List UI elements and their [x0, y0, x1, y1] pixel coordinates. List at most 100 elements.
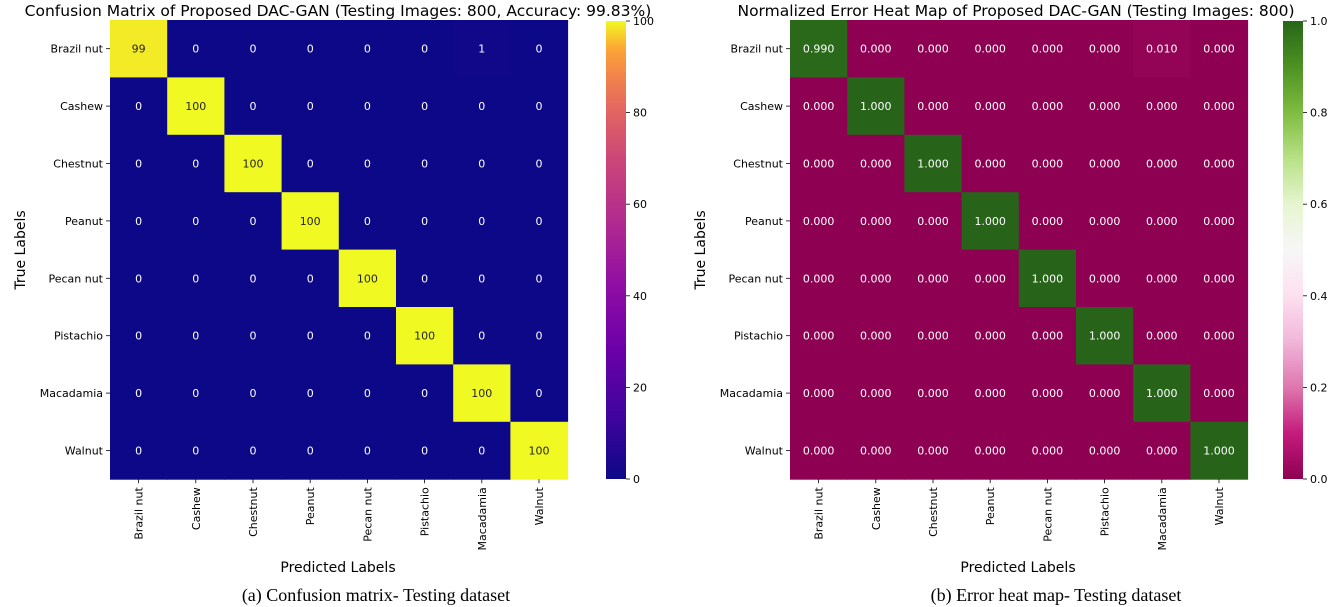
x-tick-label: Cashew — [870, 487, 883, 530]
cell-value-label: 100 — [300, 215, 321, 228]
heatmap-cell — [110, 134, 168, 193]
cell-value-label: 100 — [357, 272, 378, 285]
heatmap-cell — [1133, 364, 1191, 423]
y-axis-label: True Labels — [13, 210, 29, 290]
cell-value-label: 1.000 — [1203, 445, 1235, 458]
cell-value-label: 0.000 — [803, 387, 835, 400]
y-tick-label: Cashew — [740, 100, 783, 113]
colorbar-tick-label: 0.2 — [1310, 381, 1328, 394]
cell-value-label: 0.000 — [917, 387, 949, 400]
cell-value-label: 0 — [421, 272, 428, 285]
heatmap-cell — [1076, 192, 1134, 251]
heatmap-cell — [1018, 249, 1077, 308]
cell-value-label: 0.000 — [1146, 272, 1178, 285]
cell-value-label: 0.000 — [974, 43, 1006, 56]
heatmap-cell — [961, 192, 1020, 251]
heatmap-cell — [1018, 77, 1077, 136]
cell-value-label: 0 — [478, 330, 485, 343]
heatmap-cell — [1190, 77, 1249, 136]
heatmap-cells: 99 0 0 0 0 0 1 00 100 0 0 0 0 0 00 0 100 0 0 0 0 00 0 0 100 0 0 0 00… — [110, 20, 569, 480]
y-tick-label: Pistachio — [734, 330, 783, 343]
cell-value-label: 0.000 — [803, 215, 835, 228]
cell-value-label: 0 — [364, 387, 371, 400]
cell-value-label: 0 — [478, 100, 485, 113]
chart-title: Normalized Error Heat Map of Proposed DA… — [737, 2, 1294, 20]
cell-value-label: 0 — [135, 387, 142, 400]
heatmap-cell — [510, 192, 569, 251]
cell-value-label: 0.000 — [1203, 387, 1235, 400]
heatmap-cell — [338, 134, 397, 193]
heatmap-cell — [790, 249, 848, 308]
heatmap-cell — [224, 134, 283, 193]
heatmap-cell — [904, 192, 963, 251]
cell-value-label: 0 — [421, 445, 428, 458]
cell-value-label: 0.990 — [803, 43, 835, 56]
y-tick-label: Chestnut — [733, 158, 783, 171]
colorbar-tick-label: 100 — [633, 15, 654, 28]
heatmap-cell — [847, 421, 905, 480]
colorbar-ticks: 0.0 0.2 0.4 0.6 0.8 1.0 — [1303, 15, 1328, 486]
heatmap-cell — [1018, 307, 1077, 365]
cell-value-label: 0.000 — [1203, 272, 1235, 285]
colorbar-tick-label: 60 — [633, 198, 647, 211]
cell-value-label: 0.000 — [974, 330, 1006, 343]
heatmap-cell — [961, 77, 1020, 136]
y-tick-label: Brazil nut — [731, 43, 784, 56]
cell-value-label: 0 — [192, 158, 199, 171]
cell-value-label: 0 — [364, 100, 371, 113]
heatmap-cell — [453, 307, 511, 365]
cell-value-label: 0.000 — [860, 43, 892, 56]
cell-value-label: 0.000 — [1146, 100, 1178, 113]
cell-value-label: 0.000 — [974, 272, 1006, 285]
heatmap-cell — [453, 192, 511, 251]
cell-value-label: 0.000 — [803, 272, 835, 285]
heatmap-cell — [790, 307, 848, 365]
cell-value-label: 1.000 — [1089, 330, 1121, 343]
cell-value-label: 0.000 — [1146, 158, 1178, 171]
heatmap-cell — [281, 134, 340, 193]
heatmap-cell — [790, 77, 848, 136]
y-tick-label: Pistachio — [54, 330, 103, 343]
y-tick-label: Walnut — [65, 445, 104, 458]
heatmap-cell — [510, 134, 569, 193]
heatmap-cell — [396, 192, 454, 251]
heatmap-cell — [338, 307, 397, 365]
x-tick-label: Pecan nut — [1041, 487, 1054, 542]
cell-value-label: 0.000 — [917, 43, 949, 56]
heatmap-cell — [1190, 20, 1249, 78]
x-axis-label: Predicted Labels — [960, 560, 1075, 576]
heatmap-cell — [510, 307, 569, 365]
cell-value-label: 0.000 — [1032, 215, 1064, 228]
heatmap-cell — [847, 192, 905, 251]
heatmap-cell — [1133, 20, 1191, 78]
cell-value-label: 0 — [536, 215, 543, 228]
heatmap-cell — [167, 307, 225, 365]
cell-value-label: 0 — [536, 272, 543, 285]
y-tick-labels: Brazil nut Cashew Chestnut Peanut Pecan nut P… — [720, 43, 790, 458]
cell-value-label: 0.000 — [1089, 272, 1121, 285]
heatmap-cell — [1018, 192, 1077, 251]
heatmap-cell — [167, 20, 225, 78]
cell-value-label: 0 — [135, 100, 142, 113]
cell-value-label: 0 — [250, 445, 257, 458]
cell-value-label: 0 — [250, 43, 257, 56]
heatmap-cell — [110, 421, 168, 480]
heatmap-cell — [1190, 421, 1249, 480]
cell-value-label: 0.000 — [860, 158, 892, 171]
heatmap-cell — [510, 364, 569, 423]
heatmap-cell — [110, 249, 168, 308]
cell-value-label: 1.000 — [1032, 272, 1064, 285]
heatmap-cell — [1133, 421, 1191, 480]
cell-value-label: 0.000 — [803, 158, 835, 171]
colorbar — [606, 21, 626, 479]
cell-value-label: 0 — [135, 330, 142, 343]
cell-value-label: 0.000 — [1203, 330, 1235, 343]
cell-value-label: 0 — [364, 215, 371, 228]
heatmap-cell — [110, 77, 168, 136]
cell-value-label: 0.000 — [1089, 215, 1121, 228]
heatmap-cell — [167, 249, 225, 308]
heatmap-cell — [1190, 249, 1249, 308]
heatmap-cell — [1076, 421, 1134, 480]
colorbar-tick-label: 20 — [633, 381, 647, 394]
cell-value-label: 0.000 — [1032, 158, 1064, 171]
